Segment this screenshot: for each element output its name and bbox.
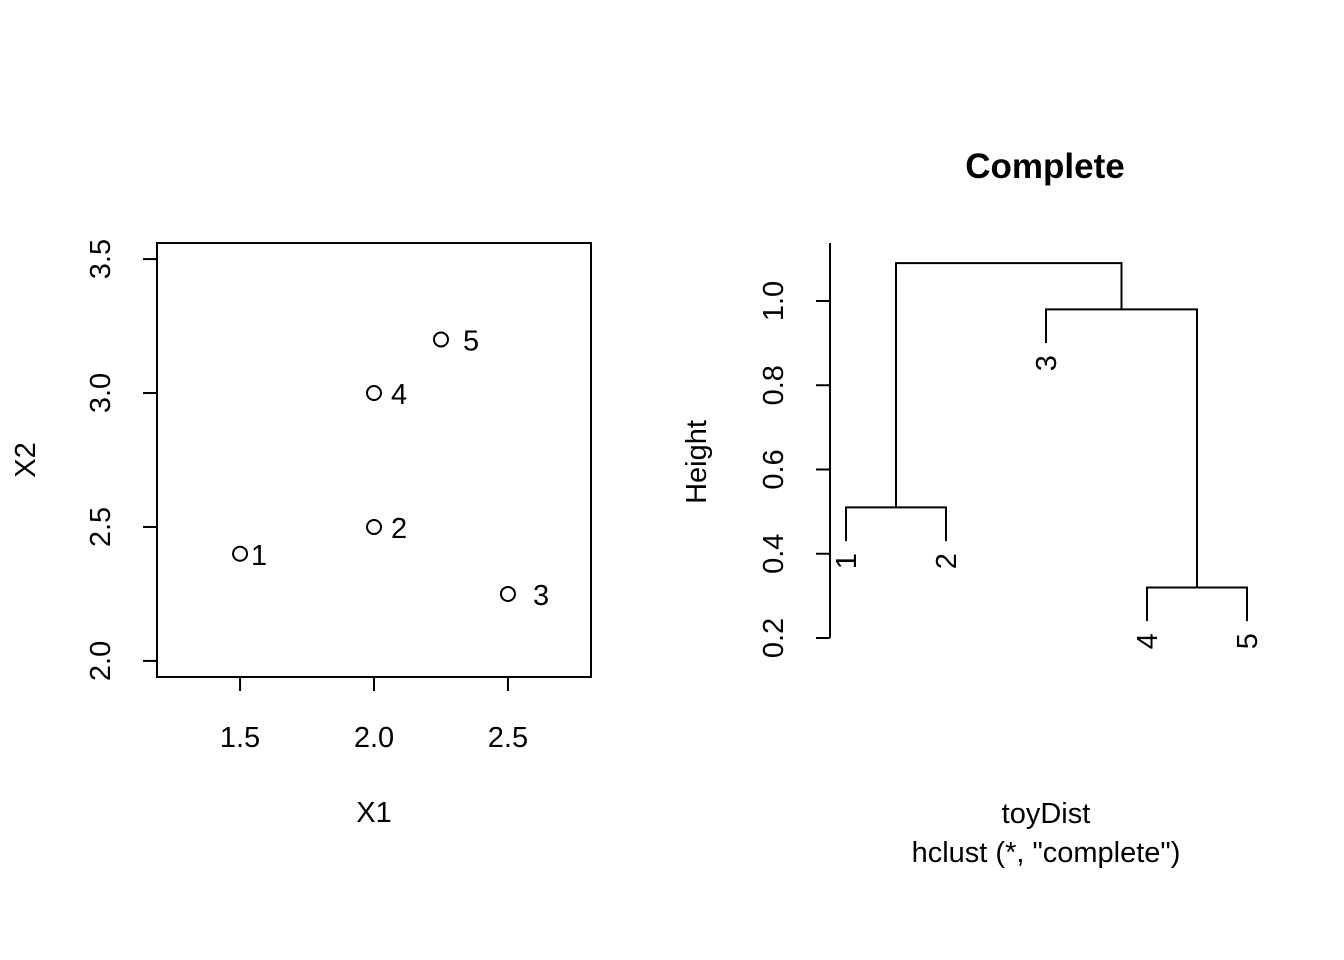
- dendrogram-y-tick-label: 0.6: [758, 449, 790, 489]
- scatter-point-label-3: 3: [533, 580, 549, 612]
- dendrogram-y-axis: 0.2 0.4 0.6 0.8 1.0: [758, 243, 831, 658]
- scatter-x-tick-label: 2.0: [354, 722, 394, 754]
- dendrogram-tree: [845, 262, 1248, 622]
- scatter-x-axis: 1.5 2.0 2.5: [220, 676, 528, 754]
- dendrogram-y-tick-label: 0.8: [758, 365, 790, 405]
- scatter-point-label-4: 4: [391, 379, 407, 411]
- scatter-x-tick-label: 1.5: [220, 722, 260, 754]
- dendrogram-leaf-labels: 1 2 3 4 5: [831, 355, 1264, 649]
- scatter-point-label-5: 5: [463, 325, 479, 357]
- scatter-point-label-2: 2: [391, 513, 407, 545]
- scatter-y-axis-title: X2: [10, 442, 42, 477]
- dendrogram-y-tick-label: 0.4: [758, 534, 790, 574]
- dendrogram-leaf-label-2: 2: [931, 553, 963, 569]
- scatter-point-3: [499, 585, 516, 602]
- dendrogram-y-tick-label: 0.2: [758, 618, 790, 658]
- scatter-y-tick-label: 3.5: [85, 239, 117, 279]
- dendrogram-sub-label-dist: toyDist: [1002, 798, 1091, 830]
- dendrogram-leaf-label-3: 3: [1031, 355, 1063, 371]
- dendrogram-leaf-label-1: 1: [831, 553, 863, 569]
- scatter-point-1: [232, 545, 249, 562]
- scatter-x-axis-title: X1: [356, 797, 391, 829]
- scatter-y-axis: 2.0 2.5 3.0 3.5: [85, 239, 158, 681]
- dendrogram-leaf-label-5: 5: [1232, 633, 1264, 649]
- dendrogram-merge-1+2-3+4+5: [895, 262, 1123, 508]
- scatter-panel: 1.5 2.0 2.5 2.0 2.5 3.0 3.5 1 2 3 4 5 X1 X2: [10, 239, 592, 829]
- scatter-plot-frame: [156, 242, 592, 678]
- dendrogram-merge-1-2: [845, 506, 947, 542]
- dendrogram-merge-4-5: [1146, 586, 1248, 622]
- scatter-y-tick-label: 2.5: [85, 507, 117, 547]
- dendrogram-y-axis-title: Height: [681, 420, 713, 504]
- dendrogram-merge-3-4+5: [1045, 308, 1198, 588]
- dendrogram-sub-label-method: hclust (*, "complete"): [912, 837, 1181, 869]
- scatter-point-label-1: 1: [251, 540, 267, 572]
- scatter-point-4: [366, 385, 382, 402]
- scatter-y-tick-label: 3.0: [85, 373, 117, 413]
- dendrogram-panel: Complete 0.2 0.4 0.6 0.8 1.0 1 2 3 4 5 Height to…: [681, 147, 1264, 869]
- dendrogram-title: Complete: [965, 147, 1124, 186]
- scatter-y-tick-label: 2.0: [85, 641, 117, 681]
- dendrogram-y-tick-label: 1.0: [758, 281, 790, 321]
- scatter-x-tick-label: 2.5: [488, 722, 528, 754]
- scatter-points: 1 2 3 4 5: [232, 325, 549, 612]
- dendrogram-leaf-label-4: 4: [1132, 633, 1164, 649]
- scatter-point-5: [432, 331, 449, 348]
- scatter-point-2: [366, 518, 382, 535]
